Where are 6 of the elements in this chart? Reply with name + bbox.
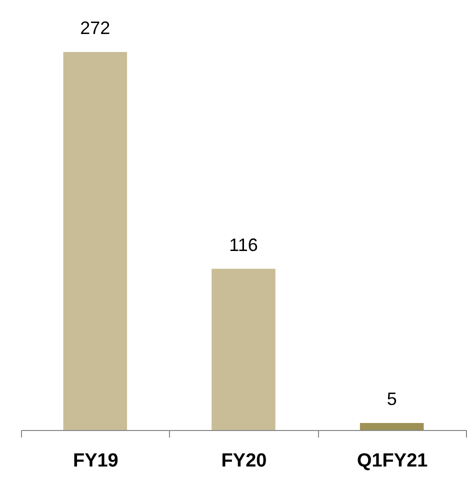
data-label: 116 (229, 234, 258, 255)
x-tick-label: FY19 (72, 450, 118, 472)
data-label: 5 (386, 389, 397, 410)
data-label: 272 (80, 18, 110, 38)
x-tick-label: FY20 (221, 450, 267, 472)
x-tick-label: Q1FY21 (356, 450, 428, 472)
